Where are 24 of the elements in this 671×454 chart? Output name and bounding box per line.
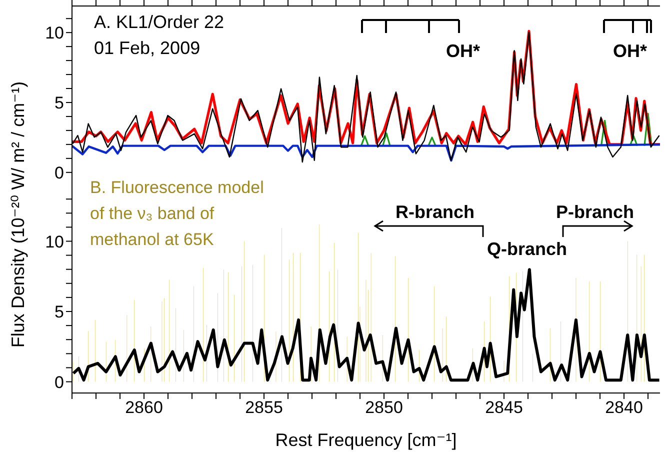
x-axis-title: Rest Frequency [cm⁻¹] xyxy=(275,430,457,450)
annotation: R-branch xyxy=(395,202,475,222)
x-tick-label: 2860 xyxy=(125,398,163,418)
y-tick-label: 5 xyxy=(54,302,64,322)
annotation: Q-branch xyxy=(486,239,568,259)
annotation: B. Fluorescence model xyxy=(90,178,264,197)
x-tick-label: 2840 xyxy=(605,398,643,418)
y-axis-title: Flux Density (10⁻²⁰ W/ m² / cm⁻¹) xyxy=(8,81,28,348)
y-tick-label: 10 xyxy=(45,232,64,252)
annotation: A. KL1/Order 22 xyxy=(94,12,224,32)
annotation: methanol at 65K xyxy=(90,230,214,249)
line-series xyxy=(72,143,660,162)
x-tick-label: 2845 xyxy=(485,398,523,418)
y-tick-label: 0 xyxy=(54,163,64,182)
annotation: P-branch xyxy=(556,202,634,222)
y-tick-label: 10 xyxy=(45,24,64,43)
annotation: OH* xyxy=(446,41,480,61)
x-tick-label: 2855 xyxy=(245,398,283,418)
y-tick-label: 0 xyxy=(54,372,64,392)
annotation: 01 Feb, 2009 xyxy=(94,38,200,58)
annotation: of the ν₃ band of xyxy=(90,204,214,223)
x-tick-label: 2850 xyxy=(365,398,403,418)
y-tick-label: 5 xyxy=(54,94,64,113)
annotation: OH* xyxy=(612,41,648,61)
